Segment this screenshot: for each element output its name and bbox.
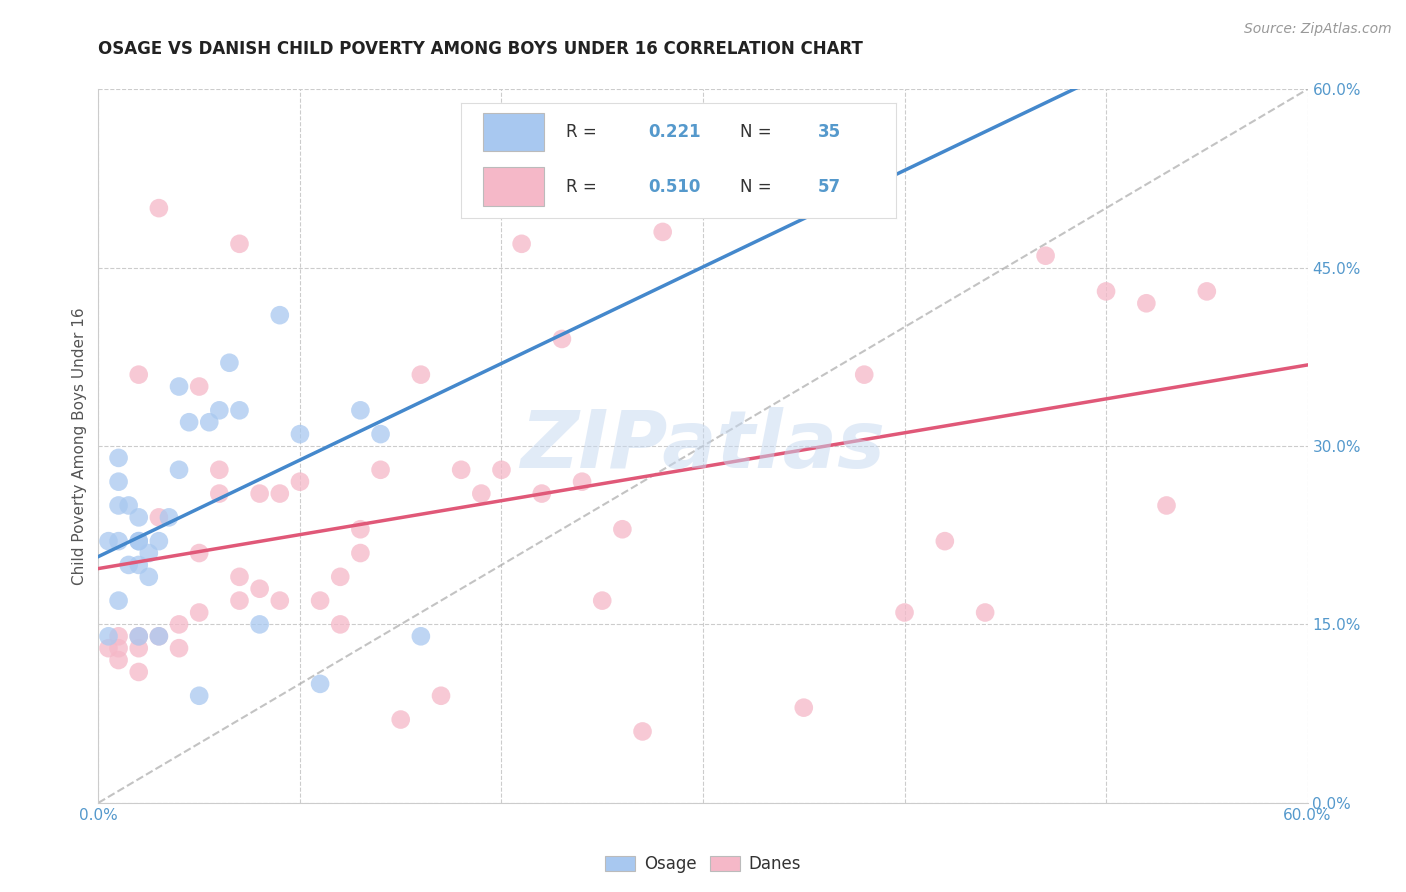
Point [118, 499, 141, 513]
Point [329, 617, 352, 632]
Point [249, 617, 271, 632]
Point [228, 403, 250, 417]
Point [288, 427, 311, 442]
Point [188, 689, 211, 703]
Point [128, 534, 150, 549]
Point [128, 629, 150, 643]
Point [430, 689, 453, 703]
Point [793, 700, 815, 714]
Point [118, 558, 141, 572]
Point [198, 415, 221, 429]
Point [934, 534, 956, 549]
Point [409, 368, 432, 382]
Point [591, 593, 613, 607]
Point [128, 665, 150, 679]
Point [349, 522, 371, 536]
Point [107, 641, 129, 656]
Point [530, 165, 553, 179]
Point [208, 486, 231, 500]
Point [188, 379, 211, 393]
Text: ZIPatlas: ZIPatlas [520, 407, 886, 485]
Point [974, 606, 997, 620]
Point [269, 308, 291, 322]
Point [1156, 499, 1178, 513]
Point [228, 593, 250, 607]
Point [269, 486, 291, 500]
Point [148, 510, 170, 524]
Point [107, 629, 129, 643]
Point [128, 629, 150, 643]
Point [249, 486, 271, 500]
Point [450, 463, 472, 477]
Point [249, 582, 271, 596]
Point [349, 403, 371, 417]
Point [551, 332, 574, 346]
Point [370, 427, 392, 442]
Point [491, 463, 513, 477]
Point [148, 534, 170, 549]
Text: OSAGE VS DANISH CHILD POVERTY AMONG BOYS UNDER 16 CORRELATION CHART: OSAGE VS DANISH CHILD POVERTY AMONG BOYS… [98, 40, 863, 58]
Point [188, 546, 211, 560]
Point [107, 534, 129, 549]
Point [107, 475, 129, 489]
Point [470, 486, 492, 500]
Point [329, 570, 352, 584]
Point [309, 593, 332, 607]
Point [228, 570, 250, 584]
Point [167, 617, 190, 632]
Point [148, 201, 170, 215]
Point [138, 546, 160, 560]
Text: Source: ZipAtlas.com: Source: ZipAtlas.com [1244, 22, 1392, 37]
Point [188, 606, 211, 620]
Point [128, 368, 150, 382]
Point [138, 570, 160, 584]
Point [1195, 285, 1218, 299]
Point [107, 450, 129, 465]
Point [179, 415, 201, 429]
Point [208, 463, 231, 477]
Point [631, 724, 654, 739]
Point [288, 475, 311, 489]
Point [218, 356, 240, 370]
Point [128, 641, 150, 656]
Y-axis label: Child Poverty Among Boys Under 16: Child Poverty Among Boys Under 16 [72, 307, 87, 585]
Legend: Osage, Danes: Osage, Danes [599, 849, 807, 880]
Point [107, 593, 129, 607]
Point [148, 629, 170, 643]
Point [97, 534, 120, 549]
Point [853, 368, 876, 382]
Point [692, 189, 714, 203]
Point [612, 522, 634, 536]
Point [1135, 296, 1157, 310]
Point [1095, 285, 1118, 299]
Point [128, 534, 150, 549]
Point [167, 379, 190, 393]
Point [128, 510, 150, 524]
Point [269, 593, 291, 607]
Point [370, 463, 392, 477]
Point [571, 475, 593, 489]
Point [651, 225, 673, 239]
Point [1035, 249, 1057, 263]
Point [893, 606, 915, 620]
Point [309, 677, 332, 691]
Point [107, 653, 129, 667]
Point [228, 236, 250, 251]
Point [97, 641, 120, 656]
Point [97, 629, 120, 643]
Point [167, 463, 190, 477]
Point [409, 629, 432, 643]
Point [208, 403, 231, 417]
Point [349, 546, 371, 560]
Point [128, 558, 150, 572]
Point [530, 486, 553, 500]
Point [167, 641, 190, 656]
Point [157, 510, 180, 524]
Point [510, 236, 533, 251]
Point [148, 629, 170, 643]
Point [107, 499, 129, 513]
Point [389, 713, 412, 727]
